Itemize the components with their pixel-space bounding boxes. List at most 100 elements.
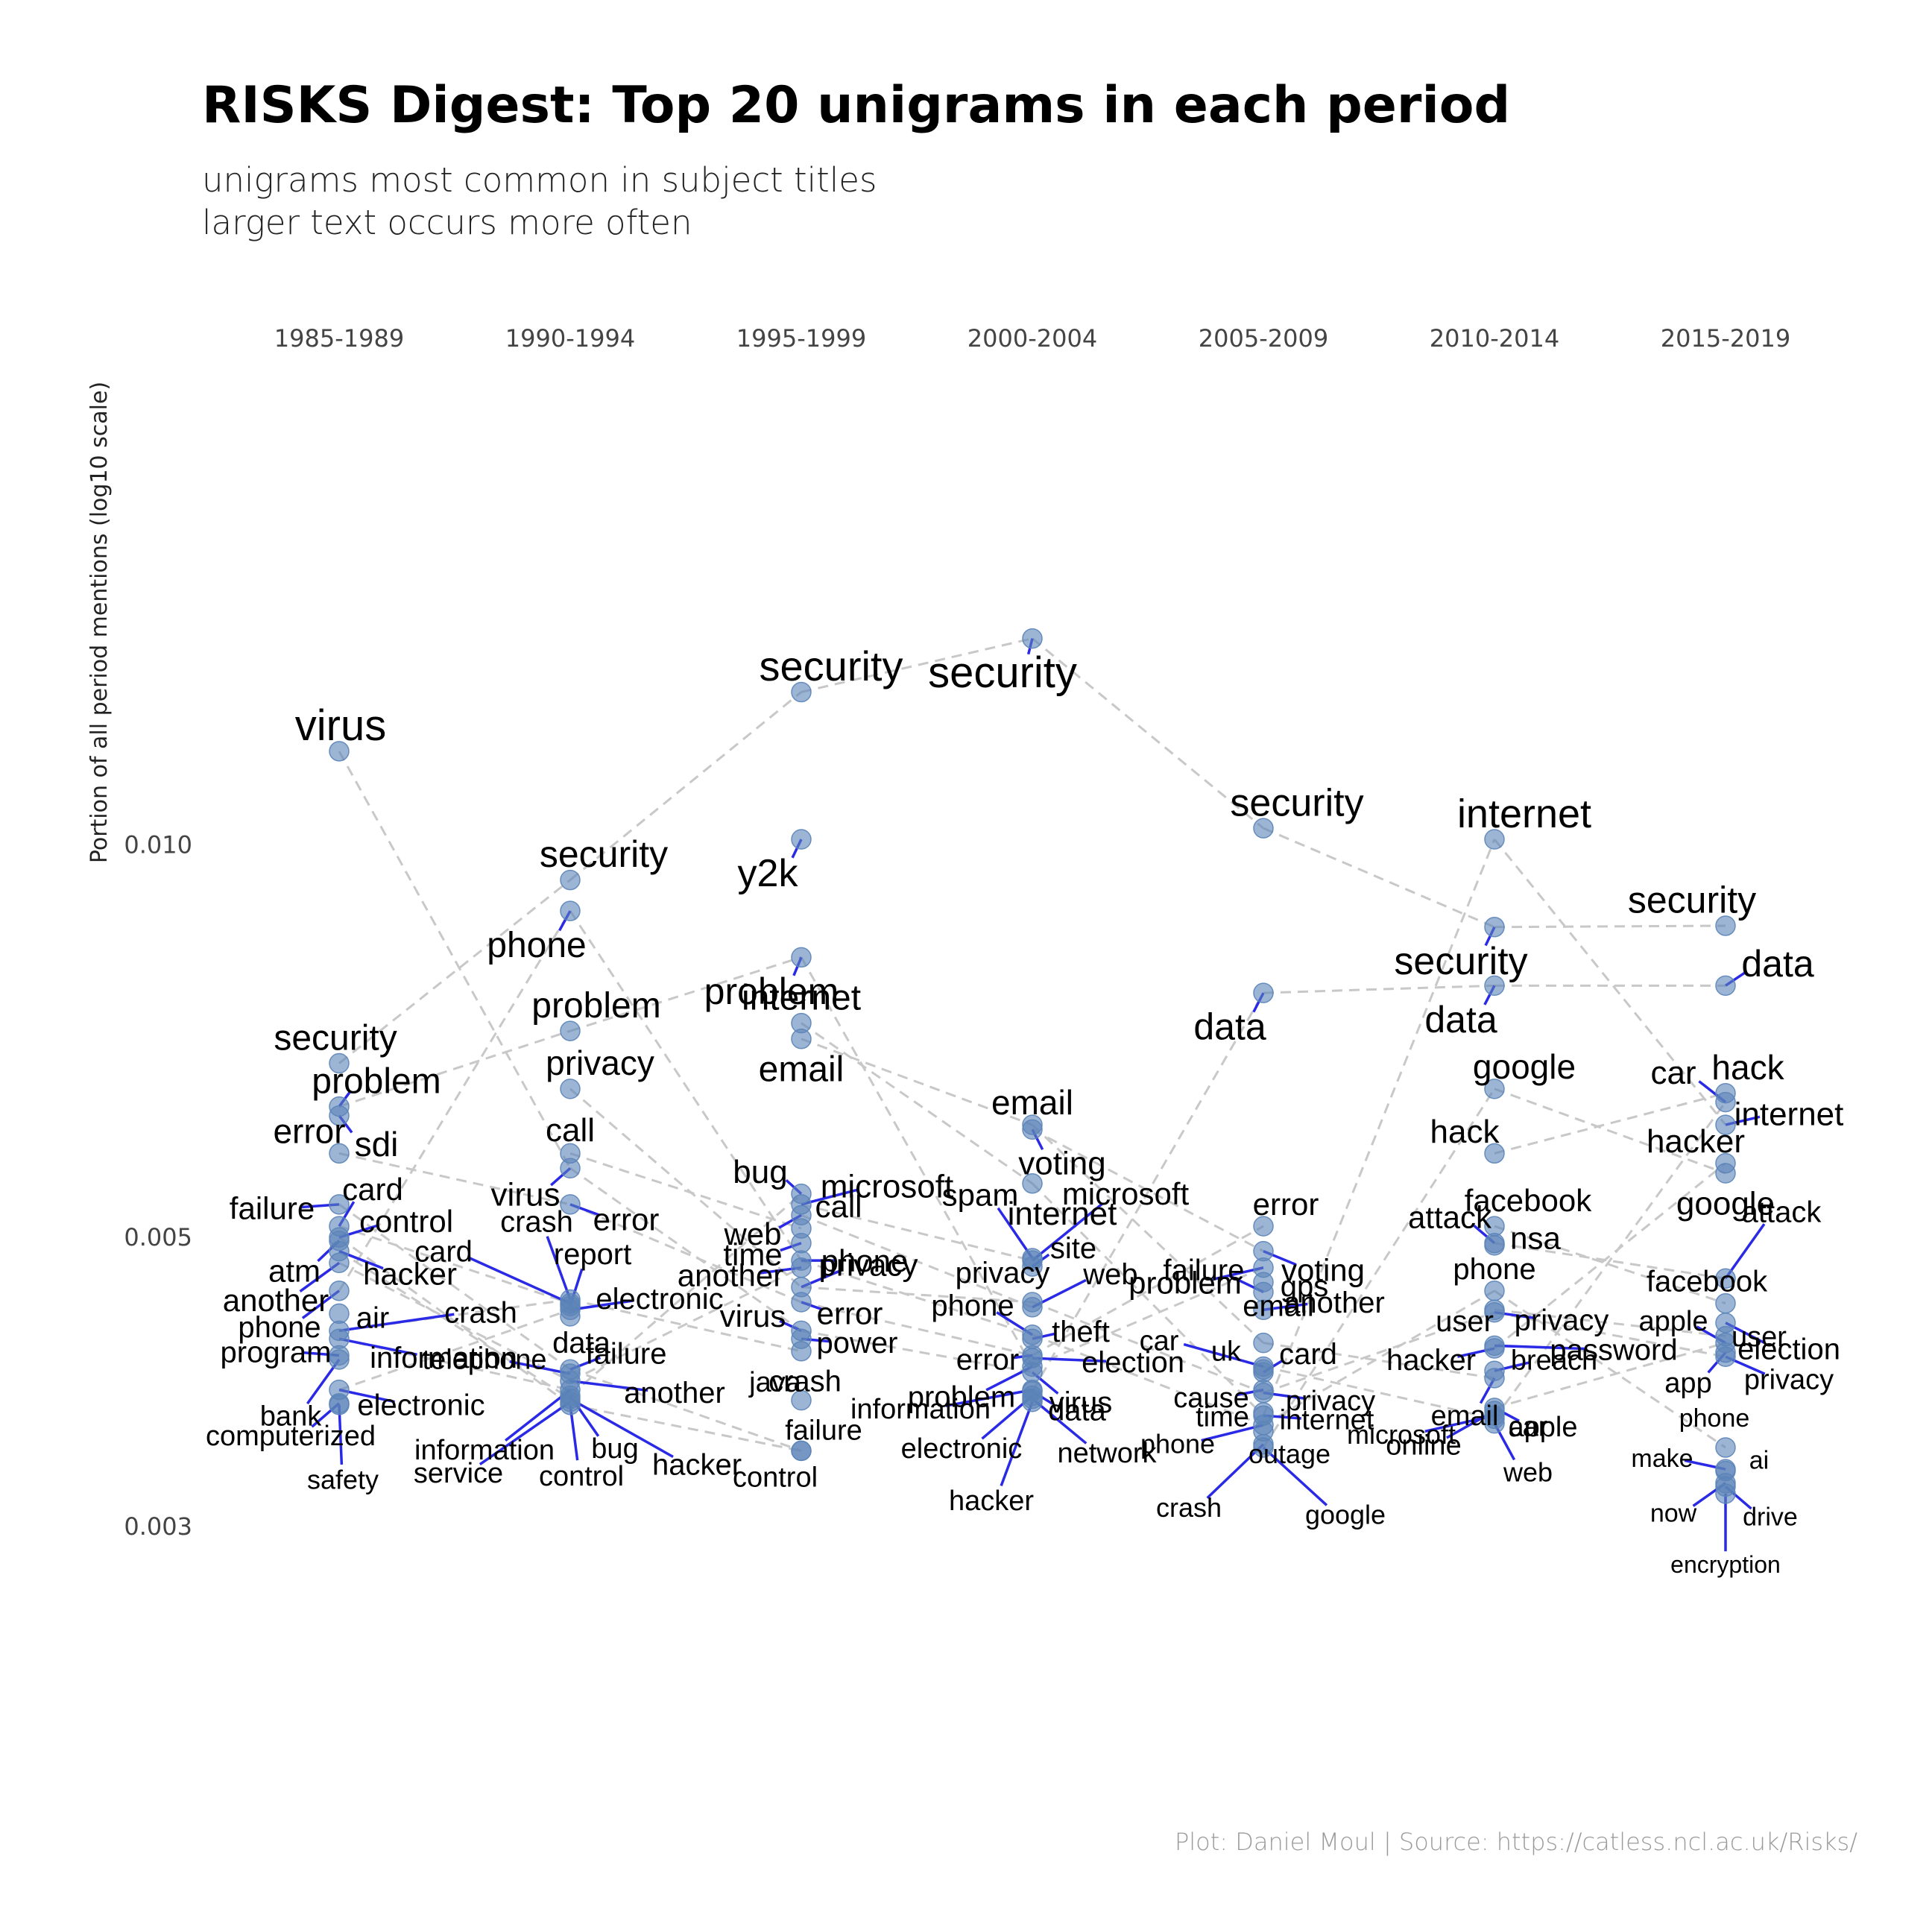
connector-privacy [801, 1286, 1033, 1304]
word-label-internet: internet [742, 978, 861, 1017]
connector-call [569, 1152, 802, 1230]
point-email [791, 1029, 812, 1049]
word-label-election: election [1737, 1333, 1840, 1366]
word-label-email: email [1243, 1290, 1314, 1323]
point-phone [329, 1281, 350, 1301]
word-label-phone: phone [1679, 1404, 1750, 1433]
word-label-data: data [1193, 1006, 1266, 1048]
word-label-car: car [1140, 1326, 1179, 1357]
point-error [329, 1143, 350, 1164]
word-label-error: error [817, 1296, 883, 1331]
point-bank [329, 1349, 350, 1370]
word-label-election: election [1082, 1346, 1184, 1379]
word-label-encryption: encryption [1670, 1551, 1781, 1578]
word-label-online: online [1386, 1430, 1461, 1461]
word-label-phone: phone [238, 1311, 321, 1344]
word-label-spam: spam [942, 1178, 1019, 1213]
word-label-make: make [1631, 1445, 1693, 1473]
word-label-facebook: facebook [1465, 1183, 1592, 1218]
word-label-attack: attack [1742, 1196, 1822, 1228]
word-label-error: error [593, 1202, 660, 1237]
chart-subtitle-line-1: unigrams most common in subject titles [202, 160, 877, 200]
word-label-drive: drive [1743, 1503, 1798, 1531]
connector-phone [801, 1259, 1033, 1336]
word-label-uk: uk [1211, 1336, 1242, 1368]
word-label-computerized: computerized [206, 1421, 376, 1452]
connector-car [1493, 1101, 1727, 1420]
leader-crash [546, 1236, 572, 1301]
connector-email [801, 1038, 1033, 1126]
word-label-time: time [1196, 1401, 1249, 1433]
point-safety [329, 1395, 350, 1415]
word-label-control: control [359, 1204, 453, 1239]
connector-phone [1494, 1289, 1726, 1449]
chart-subtitle-line-2: larger text occurs more often [202, 203, 692, 242]
word-label-electronic: electronic [596, 1283, 723, 1316]
point-phone [1715, 1437, 1736, 1458]
leader-google [1262, 1446, 1328, 1506]
point-google [1715, 1163, 1736, 1184]
connector-microsoft [801, 1203, 1033, 1262]
leader-electronic [569, 1299, 634, 1311]
word-label-security: security [274, 1018, 397, 1058]
point-web [1022, 1297, 1043, 1318]
word-label-car: car [1509, 1412, 1548, 1443]
leader-another [569, 1380, 648, 1392]
connector-privacy [1263, 1311, 1495, 1395]
word-label-voting: voting [1018, 1146, 1105, 1182]
word-label-web: web [1503, 1456, 1553, 1487]
word-label-google: google [1473, 1047, 1576, 1086]
leader-information [945, 1388, 1033, 1407]
connector-problem [338, 1029, 571, 1108]
leader-password [1494, 1344, 1588, 1351]
point-sdi [329, 1105, 350, 1126]
connector-google [1262, 1088, 1496, 1448]
point-email [1484, 1368, 1505, 1389]
connector-google [1494, 1087, 1726, 1175]
word-label-cause: cause [1173, 1383, 1248, 1414]
point-privacy [560, 1079, 581, 1099]
point-another [1253, 1299, 1274, 1320]
point-y2k [791, 829, 812, 850]
word-label-data: data [1741, 943, 1814, 985]
point-privacy [1715, 1346, 1736, 1367]
connector-data [1263, 984, 1495, 994]
connector-security [338, 879, 571, 1064]
leader-hacker [1000, 1401, 1034, 1487]
word-label-problem: problem [704, 970, 839, 1012]
word-label-information: information [414, 1435, 555, 1466]
connector-failure [569, 1368, 802, 1452]
word-label-another: another [1284, 1287, 1385, 1319]
point-data [1715, 975, 1736, 997]
word-label-privacy: privacy [546, 1044, 654, 1082]
point-time [791, 1233, 812, 1254]
point-voting [1022, 1119, 1043, 1140]
leader-information [504, 1389, 572, 1442]
word-label-microsoft: microsoft [1062, 1176, 1190, 1211]
word-label-phone: phone [931, 1289, 1014, 1322]
point-another [791, 1257, 812, 1278]
word-label-google: google [1305, 1500, 1386, 1530]
period-label: 1990-1994 [505, 324, 635, 353]
word-label-outage: outage [1248, 1439, 1330, 1469]
word-label-virus: virus [295, 701, 386, 750]
word-label-failure: failure [785, 1415, 862, 1447]
word-label-report: report [554, 1238, 632, 1271]
word-label-hacker: hacker [363, 1256, 457, 1291]
connector-error [1032, 1225, 1264, 1357]
point-crash [791, 1340, 812, 1362]
word-label-java: java [748, 1367, 802, 1398]
connector-card [338, 1225, 571, 1305]
word-label-phone: phone [487, 926, 586, 965]
word-label-electronic: electronic [901, 1433, 1023, 1465]
connector-user [1494, 1308, 1726, 1338]
connector-web [801, 1213, 1033, 1309]
word-label-call: call [546, 1112, 595, 1149]
word-label-privacy: privacy [1515, 1304, 1609, 1337]
word-label-privacy: privacy [1286, 1386, 1375, 1417]
word-label-ai: ai [1749, 1446, 1769, 1474]
point-data [1484, 975, 1505, 997]
word-label-voting: voting [1281, 1252, 1365, 1287]
point-virus [1022, 1362, 1043, 1383]
